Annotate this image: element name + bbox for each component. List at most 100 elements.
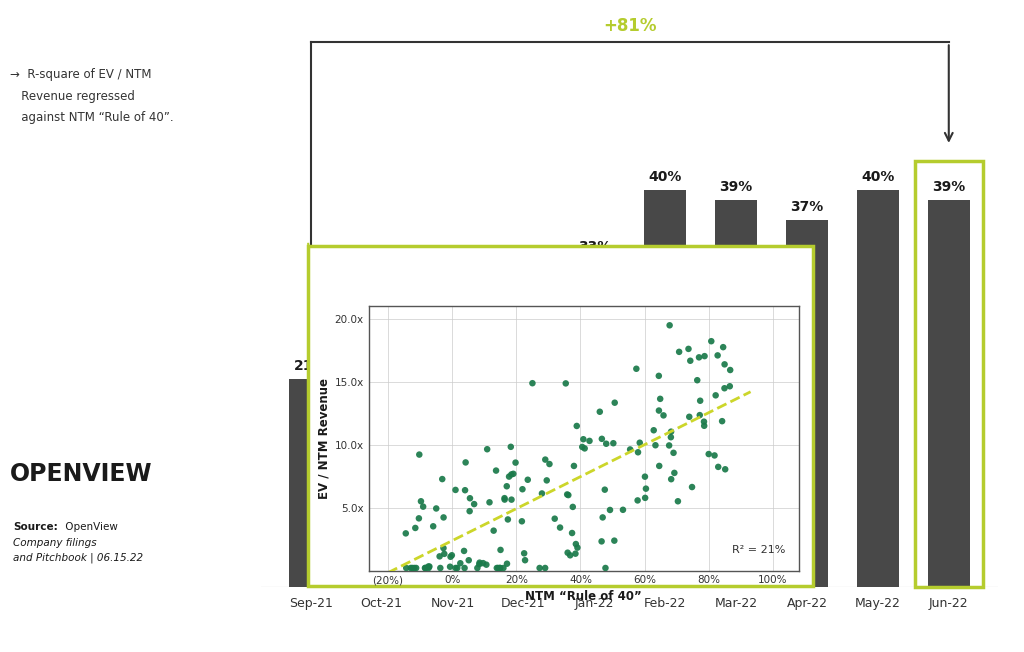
Point	[531, 563, 548, 573]
Text: 31%: 31%	[365, 259, 398, 274]
X-axis label: NTM “Rule of 40”: NTM “Rule of 40”	[525, 589, 642, 602]
Point	[692, 396, 709, 406]
Point	[478, 559, 495, 570]
Point	[481, 497, 498, 507]
Point	[507, 458, 523, 468]
Bar	[360, 280, 402, 587]
Text: 30%: 30%	[507, 269, 540, 284]
Point	[602, 505, 618, 515]
Point	[614, 505, 631, 515]
Point	[479, 444, 496, 454]
Text: →  R-square of EV / NTM: → R-square of EV / NTM	[10, 68, 152, 82]
Point	[582, 436, 598, 446]
Point	[461, 555, 477, 565]
Point	[537, 563, 553, 573]
Point	[435, 543, 452, 554]
Point	[592, 407, 608, 417]
Point	[650, 370, 667, 381]
Point	[503, 441, 519, 452]
Point	[671, 347, 687, 357]
Point	[421, 563, 437, 573]
Point	[442, 561, 459, 572]
Bar	[644, 190, 686, 587]
Point	[559, 489, 575, 499]
Point	[650, 406, 667, 416]
Bar	[290, 379, 332, 587]
Point	[489, 563, 506, 573]
Point	[700, 449, 717, 459]
Point	[436, 548, 453, 559]
Point	[630, 447, 646, 458]
Point	[597, 484, 613, 495]
Point	[398, 563, 415, 573]
Point	[567, 539, 584, 549]
Text: 33%: 33%	[578, 240, 611, 254]
Point	[407, 563, 423, 573]
Point	[565, 461, 582, 471]
Text: and Pitchbook | 06.15.22: and Pitchbook | 06.15.22	[13, 553, 143, 563]
Point	[574, 441, 591, 452]
Point	[431, 551, 447, 561]
Point	[564, 528, 581, 539]
Point	[434, 474, 451, 484]
Point	[652, 394, 669, 404]
Bar	[502, 289, 545, 587]
Point	[662, 320, 678, 331]
Text: 39%: 39%	[720, 181, 753, 194]
Point	[568, 421, 585, 431]
Point	[497, 493, 513, 503]
Point	[397, 528, 414, 539]
Point	[637, 493, 653, 503]
Point	[684, 482, 700, 492]
Point	[628, 364, 644, 374]
Point	[485, 526, 502, 536]
Point	[471, 559, 487, 569]
Point	[462, 493, 478, 503]
Point	[569, 542, 586, 553]
Point	[595, 512, 611, 523]
Point	[567, 548, 584, 559]
Point	[707, 451, 723, 461]
Text: Revenue regressed: Revenue regressed	[10, 90, 135, 103]
Text: 32%: 32%	[436, 250, 469, 263]
Bar	[857, 190, 899, 587]
Point	[564, 501, 581, 512]
Point	[450, 563, 466, 573]
Point	[691, 410, 708, 421]
Point	[499, 481, 515, 492]
Point	[538, 454, 554, 465]
Point	[637, 471, 653, 482]
Point	[501, 471, 517, 482]
Text: Source:: Source:	[13, 522, 58, 531]
Point	[516, 548, 532, 559]
Point	[402, 563, 419, 573]
Point	[442, 552, 459, 562]
Point	[696, 421, 713, 431]
Point	[493, 544, 509, 555]
Point	[594, 434, 610, 444]
Point	[598, 439, 614, 449]
Point	[632, 437, 648, 448]
Point	[443, 550, 460, 561]
Text: 37%: 37%	[791, 200, 823, 214]
Text: 21%: 21%	[294, 359, 328, 373]
Point	[411, 513, 427, 524]
Bar	[914, 160, 983, 587]
Point	[417, 563, 433, 573]
Point	[492, 563, 508, 573]
Point	[689, 375, 706, 385]
Point	[505, 469, 521, 479]
Point	[488, 563, 505, 573]
Point	[447, 484, 464, 495]
Point	[539, 475, 555, 486]
Text: OpenView: OpenView	[62, 522, 119, 531]
Point	[717, 359, 733, 370]
Text: +81%: +81%	[603, 16, 656, 35]
Point	[552, 522, 568, 533]
Point	[575, 434, 592, 445]
Point	[475, 558, 492, 569]
Point	[716, 383, 732, 393]
Point	[666, 448, 682, 458]
Point	[514, 516, 530, 527]
Point	[469, 563, 485, 573]
